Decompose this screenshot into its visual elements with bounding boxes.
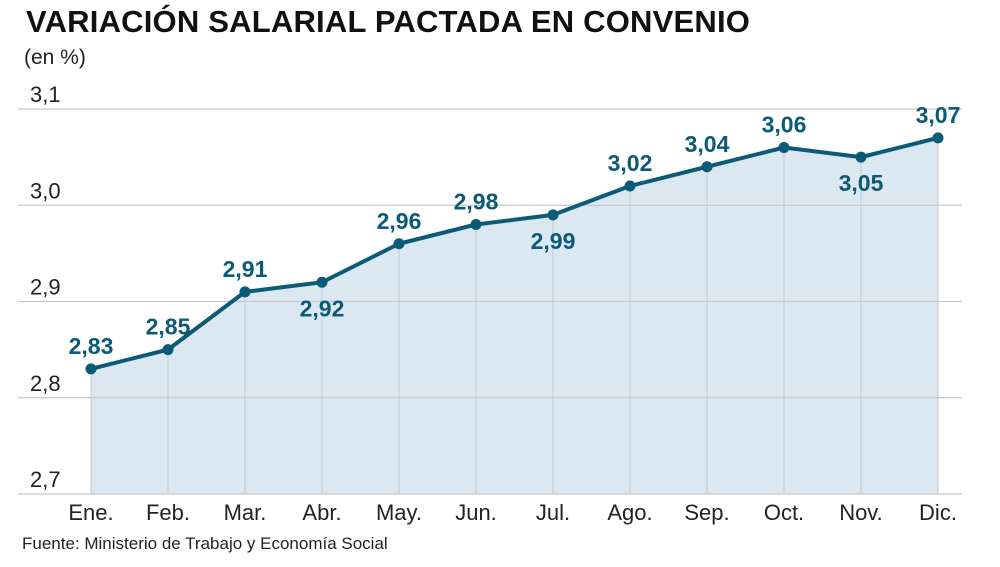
data-label: 2,92 xyxy=(300,295,345,321)
x-tick-label: Jul. xyxy=(536,500,570,525)
data-point xyxy=(855,151,867,163)
series-line xyxy=(89,135,940,371)
y-tick-label: 2,9 xyxy=(30,275,61,300)
data-label: 2,91 xyxy=(223,256,268,282)
data-point xyxy=(316,276,328,288)
data-label: 3,05 xyxy=(839,170,884,196)
x-tick-label: Oct. xyxy=(764,500,804,525)
source-note: Fuente: Ministerio de Trabajo y Economía… xyxy=(22,534,388,553)
data-label: 2,83 xyxy=(69,333,114,359)
y-axis-unit-label: (en %) xyxy=(24,46,86,69)
data-label: 3,06 xyxy=(762,112,807,138)
x-tick-label: Nov. xyxy=(839,500,883,525)
y-tick-label: 2,7 xyxy=(30,467,61,492)
data-label: 3,07 xyxy=(916,102,961,128)
data-point xyxy=(701,161,713,173)
data-point xyxy=(547,209,559,221)
data-point xyxy=(239,286,251,298)
x-tick-label: Feb. xyxy=(146,500,190,525)
area-fill xyxy=(91,137,938,494)
x-tick-label: Abr. xyxy=(302,500,341,525)
y-tick-label: 2,8 xyxy=(30,371,61,396)
x-tick-label: Mar. xyxy=(224,500,267,525)
data-point xyxy=(85,363,97,375)
x-tick-label: Jun. xyxy=(455,500,497,525)
data-label: 3,04 xyxy=(685,131,730,157)
data-point xyxy=(470,219,482,230)
x-tick-label: Ene. xyxy=(68,500,113,525)
data-label: 3,02 xyxy=(608,150,653,176)
chart-title: VARIACIÓN SALARIAL PACTADA EN CONVENIO xyxy=(26,4,751,39)
data-point xyxy=(162,344,174,356)
data-point xyxy=(932,132,944,144)
data-label: 2,98 xyxy=(454,189,499,215)
data-point xyxy=(778,142,790,153)
x-tick-label: Dic. xyxy=(919,500,957,525)
y-tick-label: 3,0 xyxy=(30,178,61,203)
data-point xyxy=(393,238,405,250)
data-label: 2,85 xyxy=(146,314,191,340)
x-tick-label: Ago. xyxy=(607,500,652,525)
data-label: 2,99 xyxy=(531,228,576,254)
x-tick-label: May. xyxy=(376,500,422,525)
y-tick-label: 3,1 xyxy=(30,82,61,107)
data-label: 2,96 xyxy=(377,208,422,234)
x-tick-label: Sep. xyxy=(684,500,729,525)
data-point xyxy=(624,180,636,192)
